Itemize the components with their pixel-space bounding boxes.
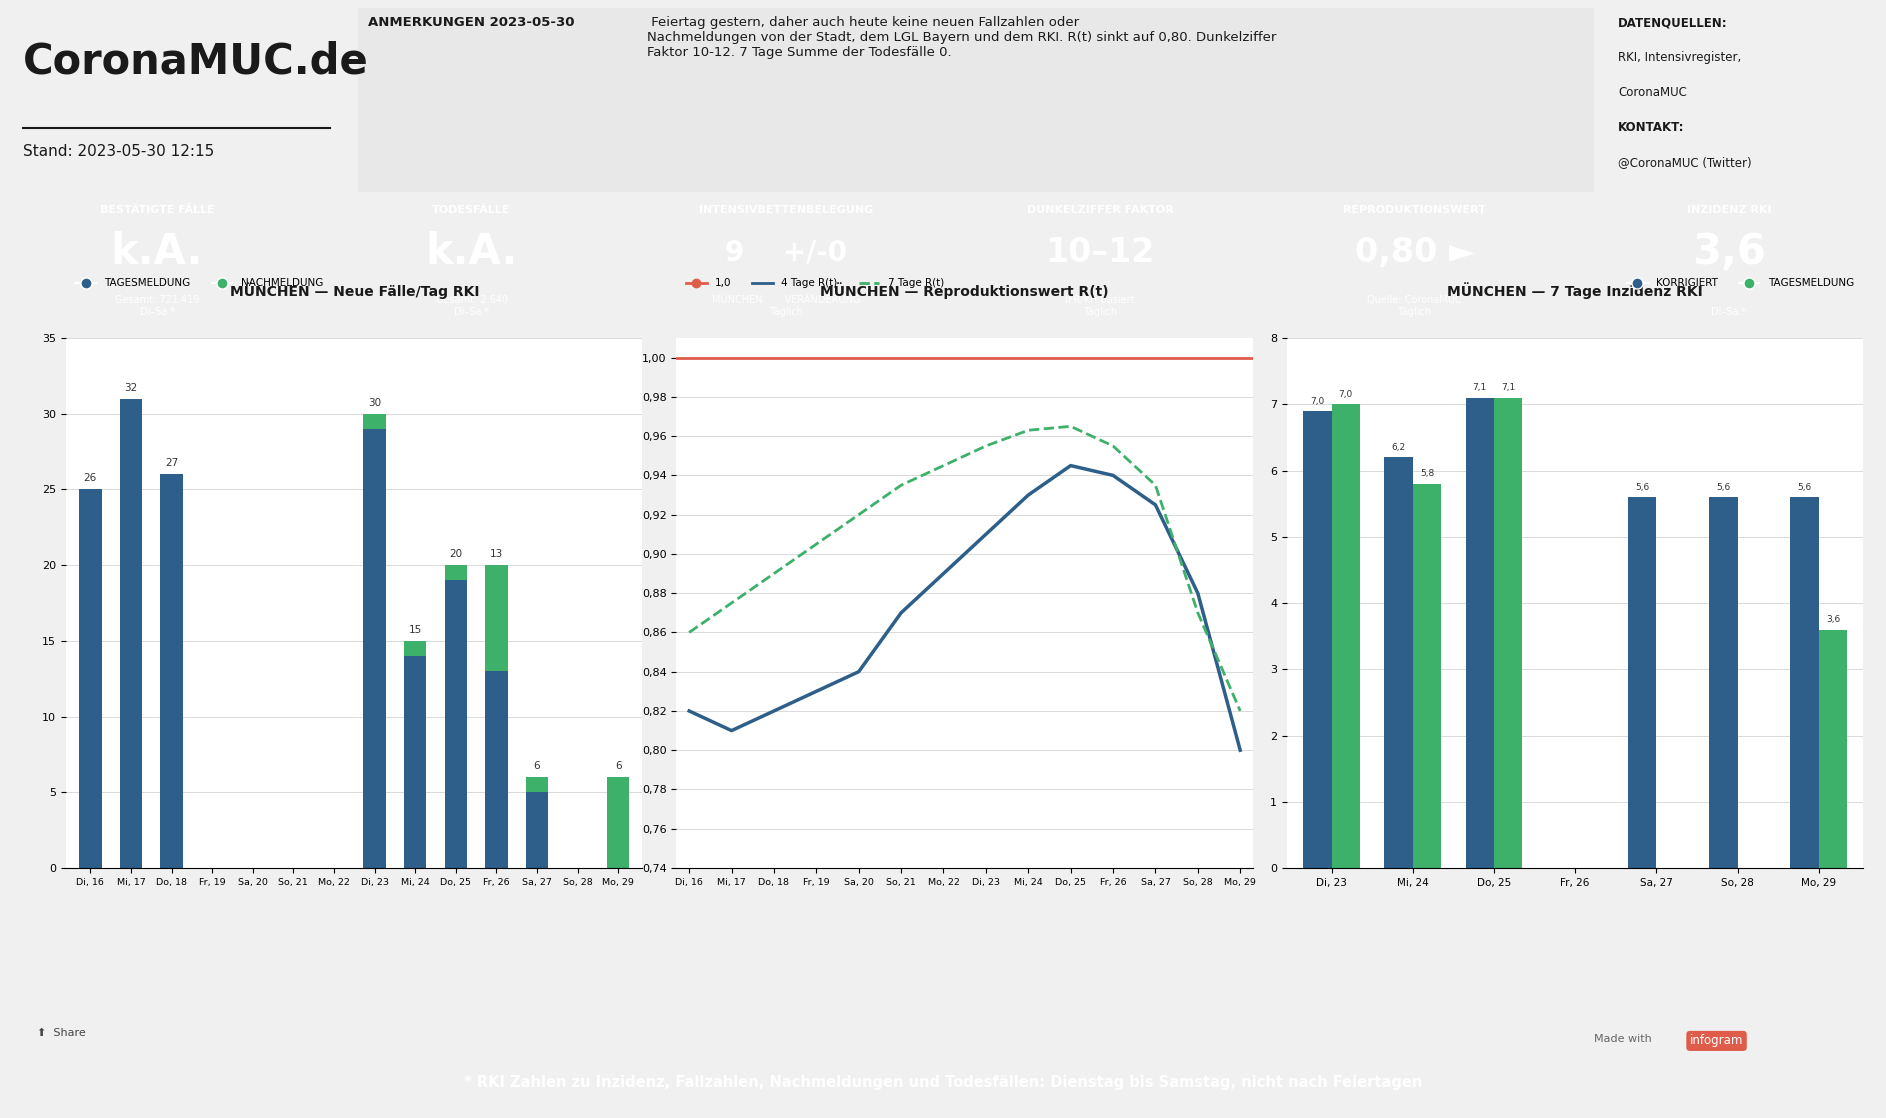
Text: 13: 13 bbox=[490, 549, 504, 559]
Text: * RKI Zahlen zu Inzidenz, Fallzahlen, Nachmeldungen und Todesfällen: Dienstag bi: * RKI Zahlen zu Inzidenz, Fallzahlen, Na… bbox=[464, 1074, 1422, 1090]
Text: 3,6: 3,6 bbox=[1826, 615, 1841, 624]
Text: @CoronaMUC (Twitter): @CoronaMUC (Twitter) bbox=[1618, 157, 1752, 169]
Text: Feiertag gestern, daher auch heute keine neuen Fallzahlen oder
Nachmeldungen von: Feiertag gestern, daher auch heute keine… bbox=[647, 16, 1277, 59]
Text: 3,6: 3,6 bbox=[1692, 231, 1765, 273]
Bar bbox=[1818, 629, 1846, 868]
Text: BESTÄTIGTE FÄLLE: BESTÄTIGTE FÄLLE bbox=[100, 206, 215, 216]
Text: 26: 26 bbox=[83, 473, 96, 483]
Text: INTENSIVBETTENBELEGUNG: INTENSIVBETTENBELEGUNG bbox=[698, 206, 873, 215]
Text: DATENQUELLEN:: DATENQUELLEN: bbox=[1618, 16, 1728, 29]
Bar bbox=[1465, 398, 1494, 868]
Text: 6: 6 bbox=[534, 761, 539, 771]
Bar bbox=[1413, 484, 1441, 868]
Bar bbox=[485, 565, 507, 671]
Text: Made with: Made with bbox=[1594, 1034, 1652, 1044]
Text: infogram: infogram bbox=[1690, 1034, 1743, 1048]
Text: k.A.: k.A. bbox=[426, 231, 517, 273]
Bar bbox=[121, 399, 141, 868]
Legend: 1,0, 4 Tage R(t), 7 Tage R(t): 1,0, 4 Tage R(t), 7 Tage R(t) bbox=[681, 274, 949, 293]
Bar bbox=[445, 580, 468, 868]
Text: Stand: 2023-05-30 12:15: Stand: 2023-05-30 12:15 bbox=[23, 144, 213, 159]
Title: MÜNCHEN — Neue Fälle/Tag RKI: MÜNCHEN — Neue Fälle/Tag RKI bbox=[230, 283, 479, 300]
Bar bbox=[1384, 457, 1413, 868]
Text: 5,6: 5,6 bbox=[1635, 483, 1648, 492]
Text: Gesamt: 721.419
Di–Sa.*: Gesamt: 721.419 Di–Sa.* bbox=[115, 295, 200, 318]
Legend: KORRIGIERT, TAGESMELDUNG: KORRIGIERT, TAGESMELDUNG bbox=[1622, 274, 1858, 293]
Text: 27: 27 bbox=[164, 458, 177, 468]
Bar bbox=[526, 793, 549, 868]
Text: 5,6: 5,6 bbox=[1716, 483, 1731, 492]
Text: 7,1: 7,1 bbox=[1501, 383, 1514, 392]
Text: IFR/KH basiert
Täglich: IFR/KH basiert Täglich bbox=[1066, 295, 1135, 318]
Bar bbox=[1332, 405, 1360, 868]
Bar bbox=[1303, 411, 1332, 868]
Text: 0,80 ►: 0,80 ► bbox=[1354, 236, 1475, 268]
Text: ⬆  Share: ⬆ Share bbox=[38, 1027, 85, 1038]
Text: 5,8: 5,8 bbox=[1420, 470, 1433, 479]
Text: 7,1: 7,1 bbox=[1473, 383, 1486, 392]
FancyBboxPatch shape bbox=[358, 8, 1594, 192]
Text: Gesamt: 2.640
Di–Sa.*: Gesamt: 2.640 Di–Sa.* bbox=[436, 295, 507, 318]
Text: RKI, Intensivregister,: RKI, Intensivregister, bbox=[1618, 51, 1741, 64]
Bar bbox=[485, 671, 507, 868]
Text: 15: 15 bbox=[409, 625, 422, 635]
Bar bbox=[79, 490, 102, 868]
Text: 7,0: 7,0 bbox=[1311, 397, 1324, 406]
Text: 6: 6 bbox=[615, 761, 622, 771]
Text: CoronaMUC: CoronaMUC bbox=[1618, 86, 1688, 100]
Bar bbox=[1494, 398, 1522, 868]
Text: 5,6: 5,6 bbox=[1797, 483, 1812, 492]
Text: ANMERKUNGEN 2023-05-30: ANMERKUNGEN 2023-05-30 bbox=[368, 16, 573, 29]
Text: TODESFÄLLE: TODESFÄLLE bbox=[432, 206, 511, 216]
Text: KONTAKT:: KONTAKT: bbox=[1618, 121, 1684, 134]
Bar bbox=[1790, 498, 1818, 868]
Text: 32: 32 bbox=[124, 382, 138, 392]
Text: Di–Sa.*: Di–Sa.* bbox=[1711, 307, 1746, 318]
Text: DUNKELZIFFER FAKTOR: DUNKELZIFFER FAKTOR bbox=[1026, 206, 1173, 215]
Bar bbox=[160, 474, 183, 868]
Text: 7,0: 7,0 bbox=[1339, 390, 1352, 399]
Text: 30: 30 bbox=[368, 398, 381, 408]
Text: 10–12: 10–12 bbox=[1045, 236, 1154, 268]
Bar bbox=[404, 641, 426, 656]
Bar bbox=[364, 429, 387, 868]
Title: MÜNCHEN — Reproduktionswert R(t): MÜNCHEN — Reproduktionswert R(t) bbox=[820, 283, 1109, 300]
Bar bbox=[445, 565, 468, 580]
Title: MÜNCHEN — 7 Tage Inzidenz RKI: MÜNCHEN — 7 Tage Inzidenz RKI bbox=[1447, 283, 1703, 300]
Text: 9    +/-0: 9 +/-0 bbox=[724, 238, 847, 266]
Bar bbox=[1709, 498, 1737, 868]
Text: k.A.: k.A. bbox=[111, 231, 204, 273]
Bar bbox=[1628, 498, 1656, 868]
Text: CoronaMUC.de: CoronaMUC.de bbox=[23, 40, 368, 82]
Text: 20: 20 bbox=[449, 549, 462, 559]
Bar bbox=[364, 414, 387, 429]
Text: REPRODUKTIONSWERT: REPRODUKTIONSWERT bbox=[1343, 206, 1486, 215]
Bar bbox=[526, 777, 549, 793]
Legend: TAGESMELDUNG, NACHMELDUNG: TAGESMELDUNG, NACHMELDUNG bbox=[72, 274, 328, 293]
Text: INZIDENZ RKI: INZIDENZ RKI bbox=[1686, 206, 1771, 215]
Text: Quelle: CoronaMUC
Täglich: Quelle: CoronaMUC Täglich bbox=[1367, 295, 1462, 318]
Bar bbox=[607, 777, 630, 868]
Text: MÜNCHEN       VERÄNDERUNG
Täglich: MÜNCHEN VERÄNDERUNG Täglich bbox=[711, 295, 860, 318]
Bar bbox=[404, 656, 426, 868]
Text: 6,2: 6,2 bbox=[1392, 443, 1405, 452]
